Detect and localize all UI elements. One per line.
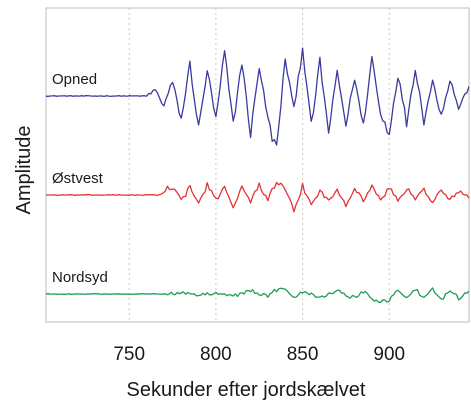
- series-line--stvest: [45, 181, 470, 213]
- series-line-nordsyd: [45, 287, 470, 304]
- x-tick-label-750: 750: [113, 344, 145, 365]
- x-tick-label-900: 900: [373, 344, 405, 365]
- series-line-opned: [46, 47, 470, 146]
- x-tick-label-800: 800: [200, 344, 232, 365]
- gridlines: [128, 8, 390, 322]
- series-label-ostvest: Østvest: [52, 170, 104, 187]
- series-label-opned: Opned: [52, 71, 97, 88]
- series-group: [45, 47, 470, 304]
- plot-frame: [45, 7, 470, 323]
- x-tick-labels: 750 800 850 900: [113, 344, 405, 365]
- x-axis-label: Sekunder efter jordskælvet: [126, 379, 365, 401]
- y-axis-label: Amplitude: [13, 126, 35, 215]
- series-label-nordsyd: Nordsyd: [52, 269, 108, 286]
- x-tick-label-850: 850: [287, 344, 319, 365]
